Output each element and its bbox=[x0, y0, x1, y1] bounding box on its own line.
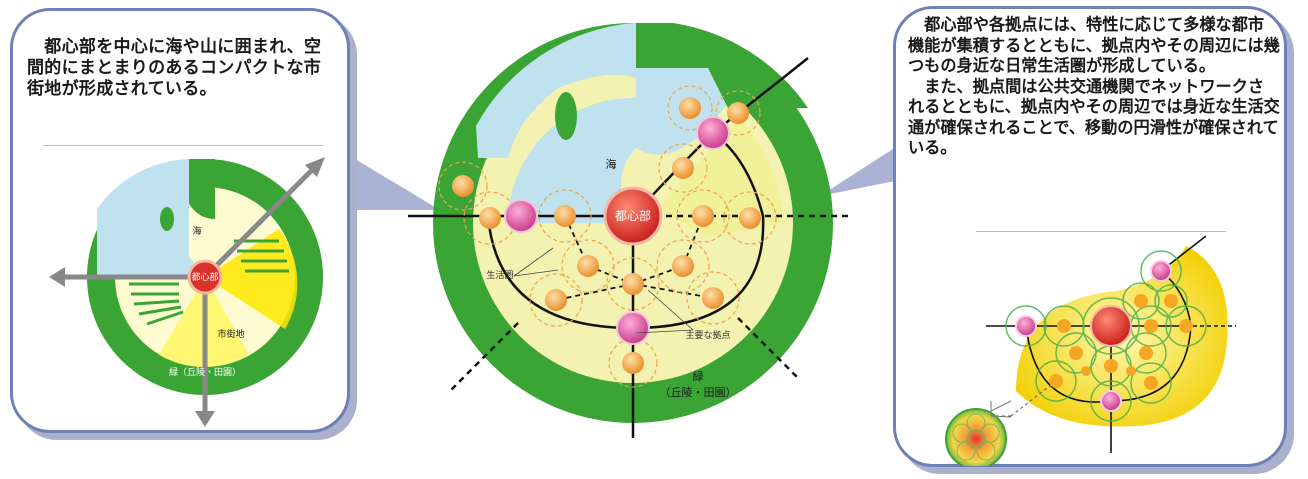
left-mini-diagram: 都心部 海 市街地 緑（丘陵・田園） bbox=[49, 157, 325, 427]
center-minor-nodes bbox=[452, 97, 761, 374]
right-connector bbox=[820, 138, 910, 196]
center-life-zone-label: 生活圏 bbox=[486, 269, 513, 281]
right-zoom-pointer bbox=[990, 400, 1012, 418]
right-callout-panel: 都心部や各拠点には、特性に応じて多様な都市機能が集積するとともに、拠点内やその周… bbox=[893, 6, 1287, 467]
right-major-node-top bbox=[1150, 260, 1172, 282]
right-major-node-bottom bbox=[1100, 390, 1122, 412]
center-major-hub-label: 主要な拠点 bbox=[685, 329, 730, 341]
right-caption: 都心部や各拠点には、特性に応じて多様な都市機能が集積するとともに、拠点内やその周… bbox=[908, 15, 1280, 157]
left-urban-label: 市街地 bbox=[217, 328, 244, 340]
right-major-node-left bbox=[1015, 315, 1037, 337]
center-major-nodes bbox=[504, 116, 730, 345]
right-mini-diagram bbox=[945, 235, 1236, 466]
left-green-label: 緑（丘陵・田園） bbox=[169, 366, 241, 378]
center-sea-label: 海 bbox=[606, 157, 617, 171]
center-island bbox=[555, 92, 577, 140]
left-divider bbox=[43, 145, 323, 146]
right-divider bbox=[976, 231, 1226, 232]
right-minor-nodes bbox=[1049, 294, 1193, 390]
right-zoom-circle bbox=[945, 408, 1007, 466]
right-core-node bbox=[1090, 305, 1132, 347]
left-island bbox=[160, 207, 174, 231]
center-green-label-2: （丘陵・田園） bbox=[660, 386, 737, 399]
left-center-node bbox=[187, 259, 223, 295]
left-callout-panel: 都心部を中心に海や山に囲まれ、空間的にまとまりのあるコンパクトな市街地が形成され… bbox=[10, 8, 350, 433]
center-core-node bbox=[603, 186, 663, 246]
left-connector bbox=[340, 150, 440, 210]
center-core-label: 都心部 bbox=[615, 208, 651, 223]
left-center-label: 都心部 bbox=[191, 271, 218, 283]
center-green-label-1: 緑 bbox=[693, 369, 704, 383]
center-diagram: 都心部 生活圏 主要な拠点 海 緑 （丘陵・田園） bbox=[408, 23, 853, 438]
left-arrows bbox=[49, 157, 325, 427]
left-caption: 都心部を中心に海や山に囲まれ、空間的にまとまりのあるコンパクトな市街地が形成され… bbox=[27, 37, 322, 99]
left-sea-label: 海 bbox=[192, 225, 201, 237]
center-leader-lines bbox=[513, 247, 694, 334]
